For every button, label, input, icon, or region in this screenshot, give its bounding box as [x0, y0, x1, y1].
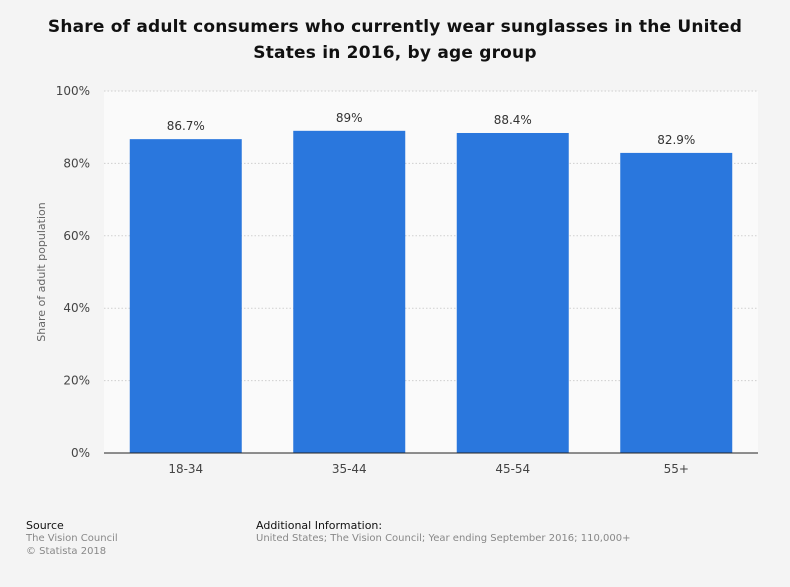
bar-chart: 0% 20% 40% 60% 80% 100% 86.7% 18-34 89% 35-44 88.4… [35, 84, 758, 476]
additional-info-text: United States; The Vision Council; Year … [256, 533, 631, 544]
data-label: 86.7% [167, 119, 205, 133]
y-tick-label: 20% [63, 374, 90, 388]
source-label: Source [26, 519, 64, 532]
y-tick-label: 60% [63, 229, 90, 243]
y-tick-label: 100% [56, 84, 90, 98]
additional-info-label: Additional Information: [256, 519, 383, 532]
data-label: 88.4% [494, 113, 532, 127]
bar [620, 152, 733, 454]
source-block: Source The Vision Council © Statista 201… [26, 519, 118, 558]
y-tick-label: 40% [63, 301, 90, 315]
chart-title: Share of adult consumers who currently w… [47, 17, 743, 63]
x-tick-label: 35-44 [332, 462, 367, 476]
source-line-1: The Vision Council [26, 533, 118, 544]
x-tick-label: 55+ [664, 462, 689, 476]
bar [129, 139, 242, 453]
data-label: 89% [336, 111, 363, 125]
additional-info-block: Additional Information: United States; T… [256, 519, 630, 545]
y-tick-label: 80% [63, 156, 90, 170]
bar [293, 130, 406, 453]
x-tick-label: 45-54 [495, 462, 530, 476]
bar [456, 132, 569, 453]
data-label: 82.9% [657, 133, 695, 147]
x-tick-label: 18-34 [168, 462, 203, 476]
y-tick-label: 0% [71, 446, 90, 460]
y-axis-label: Share of adult population [35, 202, 48, 341]
source-line-2: © Statista 2018 [26, 546, 107, 557]
